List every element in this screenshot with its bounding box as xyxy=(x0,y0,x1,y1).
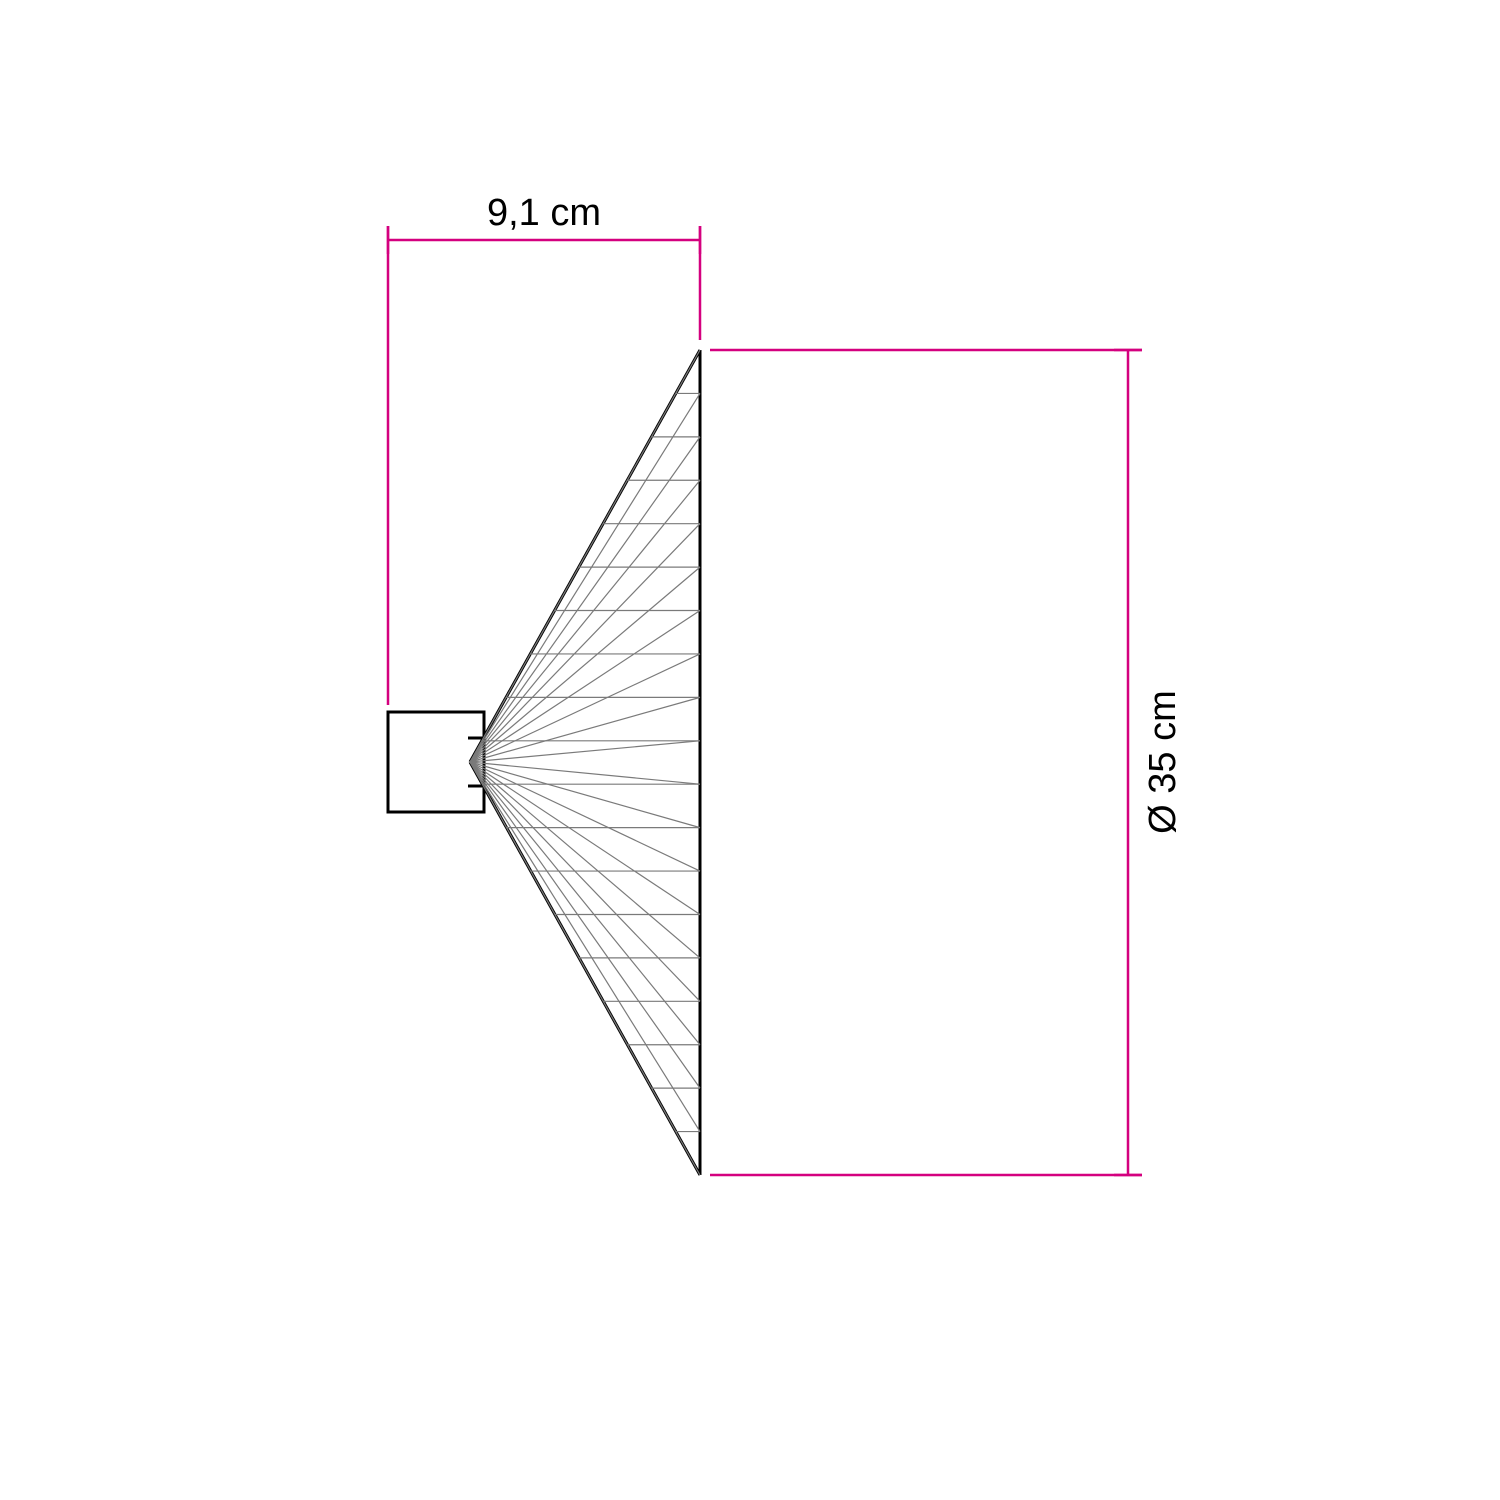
lamp-disc xyxy=(468,350,700,1175)
technical-drawing: 9,1 cm Ø 35 cm xyxy=(0,0,1500,1500)
dimension-diameter: Ø 35 cm xyxy=(710,350,1184,1175)
dimension-depth-label: 9,1 cm xyxy=(487,192,601,234)
mount-block xyxy=(388,712,484,812)
dimension-diameter-label: Ø 35 cm xyxy=(1142,690,1184,834)
pleat-hatch xyxy=(470,350,700,1175)
